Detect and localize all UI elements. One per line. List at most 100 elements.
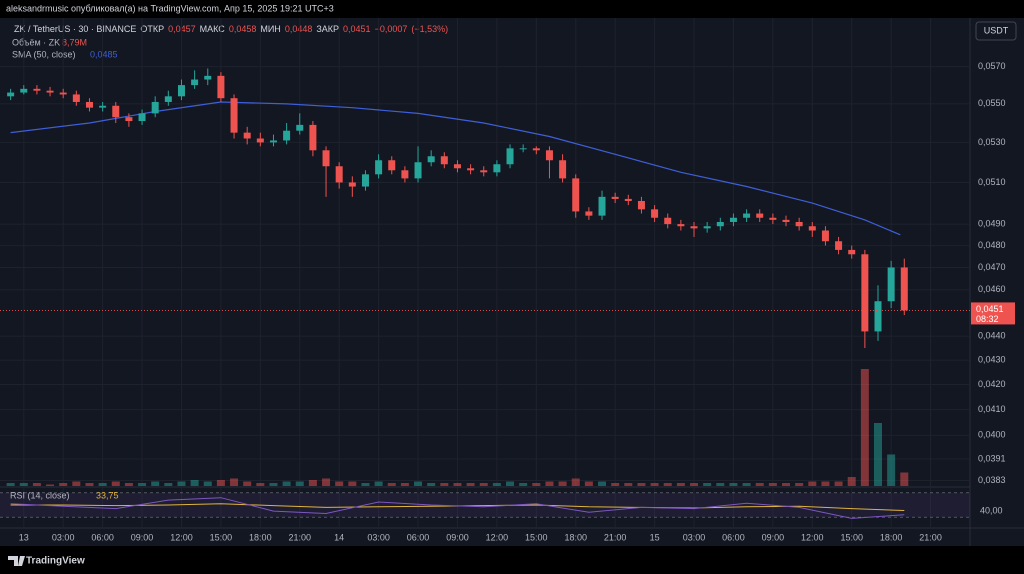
ohlc-name: МАКС (200, 24, 226, 34)
volume-bar (611, 483, 620, 486)
candle-body (243, 132, 251, 139)
volume-bar (19, 483, 28, 486)
x-tick-label: 06:00 (91, 532, 114, 542)
volume-bar (624, 483, 633, 486)
volume-value: 8,79M (62, 37, 87, 47)
candle-body (559, 160, 567, 179)
candle-body (72, 94, 80, 102)
plot: 0,0570 0,0550 0,0530 0,0510 0,0490 0,0480 0,04… (0, 18, 1015, 542)
volume-bar (203, 481, 212, 486)
symbol: ZK / TetherUS · 30 · BINANCE (14, 24, 136, 34)
x-tick-label: 06:00 (722, 532, 745, 542)
volume-bar (6, 483, 15, 486)
volume-bar (243, 481, 252, 486)
volume-bar (506, 481, 515, 486)
y-tick-label: 0,0490 (978, 218, 1006, 228)
volume-bar (374, 481, 383, 486)
y-tick-label: 0,0530 (978, 137, 1006, 147)
candle-body (309, 124, 317, 151)
volume-bar (755, 483, 764, 486)
candle-body (427, 156, 435, 163)
candle-body (361, 174, 369, 187)
x-tick-label: 18:00 (249, 532, 272, 542)
candle-body (335, 166, 343, 183)
volume-bar (492, 483, 501, 486)
volume-bar (59, 483, 68, 486)
candle-body (808, 226, 816, 231)
volume-bar (676, 483, 685, 486)
candle-body (414, 162, 422, 179)
volume-bar (466, 483, 475, 486)
candle-body (585, 211, 593, 216)
currency-button[interactable] (975, 21, 1017, 41)
y-tick-label: 0,0410 (978, 404, 1006, 414)
volume-bar (834, 481, 843, 486)
candle-body (782, 219, 790, 222)
volume-bar (440, 483, 449, 486)
volume-bar (256, 483, 265, 486)
rsi-name: RSI (14, close) (10, 490, 70, 500)
candle-body (835, 241, 843, 250)
candle-body (690, 226, 698, 229)
x-tick-label: 09:00 (762, 532, 785, 542)
x-tick-label: 18:00 (564, 532, 587, 542)
y-tick-label: 0,0391 (978, 453, 1006, 463)
x-tick-label: 03:00 (52, 532, 75, 542)
x-tick-label: 12:00 (170, 532, 193, 542)
x-tick-label: 09:00 (446, 532, 469, 542)
candle-body (33, 88, 41, 91)
candle-body (677, 224, 685, 227)
volume-bar (308, 480, 317, 486)
y-tick-label: 0,0550 (978, 98, 1006, 108)
candle-body (743, 213, 751, 218)
currency[interactable]: USDT (984, 25, 1009, 35)
volume-bar (637, 483, 646, 486)
candle-body (821, 230, 829, 242)
ohlc-value: 0,0448 (285, 24, 313, 34)
volume-bar (742, 483, 751, 486)
volume-bar (335, 481, 344, 486)
volume-bar (729, 483, 738, 486)
volume-bar (138, 483, 147, 486)
x-tick-label: 13 (19, 532, 29, 542)
y-tick-label: 0,0430 (978, 354, 1006, 364)
candle-body (900, 267, 908, 311)
x-tick-label: 21:00 (604, 532, 627, 542)
candle-body (138, 113, 146, 122)
x-tick-label: 12:00 (486, 532, 509, 542)
x-tick-label: 15 (650, 532, 660, 542)
candle-body (703, 226, 711, 229)
y-tick-label: 0,0510 (978, 177, 1006, 187)
volume-bar (295, 481, 304, 486)
candle-body (204, 75, 212, 80)
volume-bar (703, 483, 712, 486)
candle-body (7, 92, 15, 97)
candle-body (795, 221, 803, 227)
candle-body (99, 105, 107, 108)
volume-bar (387, 483, 396, 486)
volume-bar (269, 483, 278, 486)
volume-bar (98, 483, 107, 486)
ohlc-name: ЗАКР (316, 24, 339, 34)
volume-bar (690, 483, 699, 486)
candle-body (348, 182, 356, 187)
volume-bar (177, 481, 186, 486)
candle-body (729, 217, 737, 222)
candle-body (191, 79, 199, 86)
rsi-tick-label: 40,00 (980, 505, 1003, 515)
chart-area (0, 18, 1024, 546)
last-price-tag (971, 302, 1015, 325)
volume-bar (847, 477, 856, 486)
change: −0,0007 (375, 24, 408, 34)
candle-body (388, 160, 396, 171)
x-tick-label: 18:00 (880, 532, 903, 542)
candle-body (217, 75, 225, 99)
candle-body (322, 150, 330, 167)
volume-bar (479, 483, 488, 486)
candle-body (637, 200, 645, 210)
sma-name: SMA (50, close) (12, 49, 76, 59)
brand: TradingView (26, 556, 85, 567)
candle-body (256, 138, 264, 143)
y-tick-label: 0,0570 (978, 61, 1006, 71)
candle-body (467, 168, 475, 171)
